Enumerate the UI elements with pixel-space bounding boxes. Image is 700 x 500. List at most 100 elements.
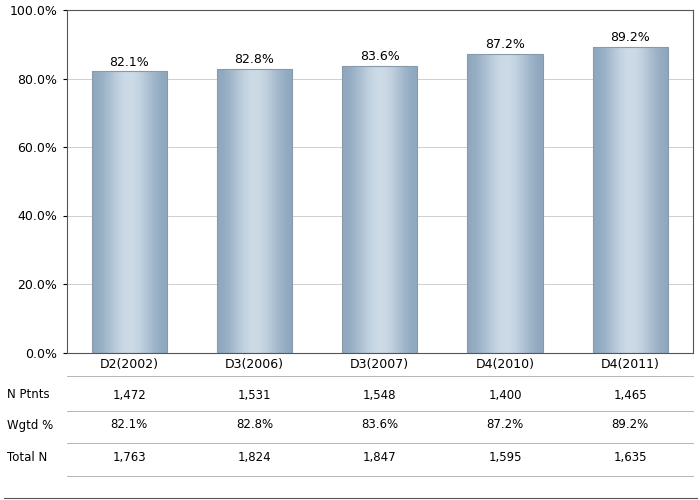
Bar bbox=[665, 47, 666, 352]
Bar bbox=[112, 72, 113, 352]
Text: Total N: Total N bbox=[7, 451, 48, 464]
Bar bbox=[383, 66, 384, 352]
Text: 1,763: 1,763 bbox=[112, 451, 146, 464]
Bar bbox=[166, 72, 167, 352]
Bar bbox=[95, 72, 96, 352]
Bar bbox=[358, 66, 359, 352]
Text: 87.2%: 87.2% bbox=[485, 38, 525, 51]
Bar bbox=[370, 66, 371, 352]
Bar bbox=[367, 66, 368, 352]
Bar bbox=[598, 47, 599, 352]
Bar bbox=[282, 69, 283, 352]
Bar bbox=[608, 47, 610, 352]
Bar bbox=[369, 66, 370, 352]
Bar bbox=[407, 66, 408, 352]
Bar bbox=[138, 72, 139, 352]
Bar bbox=[363, 66, 364, 352]
Bar bbox=[656, 47, 657, 352]
Bar bbox=[403, 66, 404, 352]
Text: 1,847: 1,847 bbox=[363, 451, 397, 464]
Bar bbox=[349, 66, 350, 352]
Bar bbox=[103, 72, 104, 352]
Bar bbox=[107, 72, 108, 352]
Bar bbox=[271, 69, 272, 352]
Bar bbox=[283, 69, 284, 352]
Bar bbox=[253, 69, 255, 352]
Bar bbox=[109, 72, 110, 352]
Bar bbox=[263, 69, 265, 352]
Bar bbox=[414, 66, 415, 352]
Bar bbox=[356, 66, 357, 352]
Bar bbox=[528, 54, 529, 352]
Text: 87.2%: 87.2% bbox=[486, 418, 524, 432]
Bar bbox=[473, 54, 475, 352]
Bar bbox=[139, 72, 140, 352]
Bar bbox=[127, 72, 129, 352]
Bar bbox=[599, 47, 601, 352]
Bar bbox=[512, 54, 513, 352]
Bar bbox=[518, 54, 519, 352]
Bar bbox=[274, 69, 276, 352]
Bar bbox=[252, 69, 253, 352]
Bar bbox=[410, 66, 411, 352]
Bar bbox=[92, 72, 167, 352]
Text: 89.2%: 89.2% bbox=[612, 418, 649, 432]
Bar bbox=[639, 47, 640, 352]
Bar bbox=[265, 69, 266, 352]
Bar bbox=[353, 66, 354, 352]
Bar bbox=[97, 72, 98, 352]
Bar bbox=[513, 54, 514, 352]
Bar bbox=[154, 72, 155, 352]
Bar bbox=[267, 69, 268, 352]
Bar bbox=[474, 54, 475, 352]
Bar bbox=[247, 69, 248, 352]
Bar bbox=[607, 47, 608, 352]
Bar bbox=[106, 72, 108, 352]
Text: 1,635: 1,635 bbox=[614, 451, 647, 464]
Bar bbox=[638, 47, 640, 352]
Bar bbox=[664, 47, 665, 352]
Bar bbox=[655, 47, 656, 352]
Bar bbox=[416, 66, 417, 352]
Bar bbox=[491, 54, 492, 352]
Bar bbox=[161, 72, 162, 352]
Bar bbox=[276, 69, 277, 352]
Bar bbox=[646, 47, 647, 352]
Bar bbox=[616, 47, 617, 352]
Bar bbox=[130, 72, 131, 352]
Bar bbox=[151, 72, 152, 352]
Bar bbox=[373, 66, 374, 352]
Text: 1,465: 1,465 bbox=[613, 388, 648, 402]
Bar bbox=[227, 69, 228, 352]
Bar bbox=[234, 69, 235, 352]
Bar bbox=[289, 69, 290, 352]
Text: Wgtd %: Wgtd % bbox=[7, 418, 53, 432]
Bar bbox=[228, 69, 229, 352]
Bar bbox=[653, 47, 654, 352]
Bar bbox=[121, 72, 122, 352]
Bar bbox=[524, 54, 526, 352]
Bar bbox=[654, 47, 655, 352]
Bar bbox=[374, 66, 375, 352]
Text: N Ptnts: N Ptnts bbox=[7, 388, 50, 402]
Bar bbox=[238, 69, 239, 352]
Bar bbox=[266, 69, 267, 352]
Bar bbox=[487, 54, 488, 352]
Bar bbox=[488, 54, 489, 352]
Bar bbox=[477, 54, 478, 352]
Bar bbox=[278, 69, 279, 352]
Bar bbox=[240, 69, 241, 352]
Bar bbox=[134, 72, 135, 352]
Bar bbox=[128, 72, 130, 352]
Bar bbox=[377, 66, 379, 352]
Bar bbox=[499, 54, 500, 352]
Bar bbox=[494, 54, 495, 352]
Bar bbox=[114, 72, 115, 352]
Bar bbox=[127, 72, 128, 352]
Bar bbox=[640, 47, 641, 352]
Bar bbox=[222, 69, 223, 352]
Bar bbox=[343, 66, 344, 352]
Bar bbox=[633, 47, 634, 352]
Bar bbox=[468, 54, 469, 352]
Bar bbox=[384, 66, 385, 352]
